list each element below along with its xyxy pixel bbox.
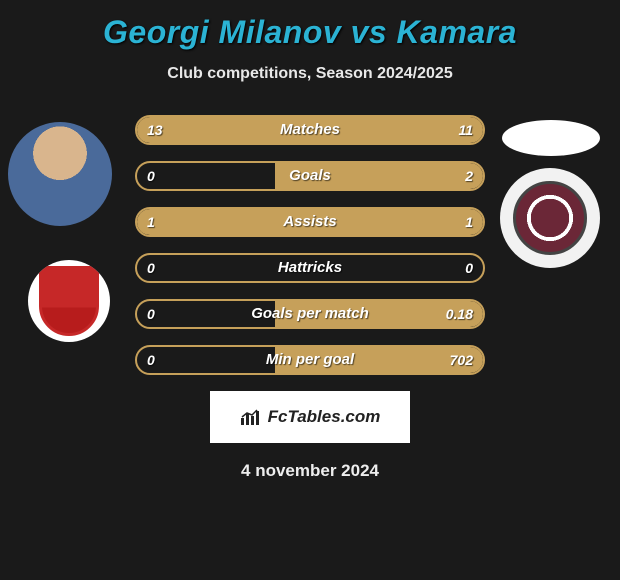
stat-value-right: 2 — [465, 163, 473, 189]
stat-value-right: 11 — [458, 117, 473, 143]
stat-row: 0Hattricks0 — [135, 253, 485, 283]
player-avatar-right-placeholder — [502, 120, 600, 156]
stat-row: 0Min per goal702 — [135, 345, 485, 375]
player-avatar-left — [8, 122, 112, 226]
stat-value-right: 0 — [465, 255, 473, 281]
stat-row: 1Assists1 — [135, 207, 485, 237]
page-title: Georgi Milanov vs Kamara — [0, 0, 620, 51]
date-label: 4 november 2024 — [0, 461, 620, 481]
stat-label: Hattricks — [137, 255, 483, 281]
team-crest-right — [500, 168, 600, 268]
stat-label: Goals per match — [137, 301, 483, 327]
stat-value-right: 1 — [465, 209, 473, 235]
stat-row: 0Goals per match0.18 — [135, 299, 485, 329]
stat-value-right: 702 — [450, 347, 473, 373]
stat-label: Goals — [137, 163, 483, 189]
stat-value-right: 0.18 — [446, 301, 473, 327]
stat-label: Min per goal — [137, 347, 483, 373]
subtitle: Club competitions, Season 2024/2025 — [0, 65, 620, 83]
chart-icon — [240, 408, 262, 426]
stat-label: Matches — [137, 117, 483, 143]
source-label: FcTables.com — [268, 407, 381, 427]
stats-table: 13Matches110Goals21Assists10Hattricks00G… — [135, 115, 485, 375]
stat-row: 13Matches11 — [135, 115, 485, 145]
team-crest-left — [28, 260, 110, 342]
stat-label: Assists — [137, 209, 483, 235]
source-badge: FcTables.com — [210, 391, 410, 443]
stat-row: 0Goals2 — [135, 161, 485, 191]
